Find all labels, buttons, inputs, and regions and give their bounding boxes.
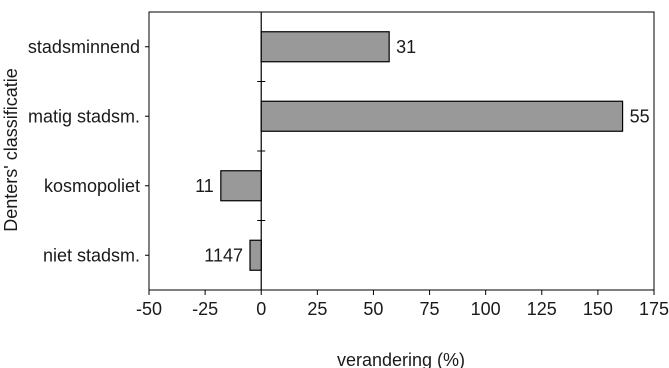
x-axis-title: verandering (%) [337,350,465,368]
x-tick-label: 125 [527,299,557,319]
x-tick-label: 25 [307,299,327,319]
x-axis: -50 -25 0 25 50 75 100 125 150 175 [136,290,669,319]
data-label: 55 [630,106,650,126]
category-label: stadsminnend [28,37,140,57]
x-tick-label: 100 [471,299,501,319]
x-tick-label: 150 [583,299,613,319]
bars-group: 31 55 11 1147 [195,12,650,290]
plot-frame [148,11,655,291]
x-tick-label: 0 [256,299,266,319]
x-tick-label: 75 [420,299,440,319]
data-label: 31 [396,37,416,57]
y-axis: stadsminnend matig stadsm. kosmopoliet niet… [28,37,149,265]
x-tick-label: 50 [363,299,383,319]
data-label: 1147 [204,245,243,265]
bar [260,31,390,63]
data-label: 11 [195,176,214,196]
bar [220,170,262,202]
category-label: niet stadsm. [43,245,140,265]
bar [260,100,624,132]
bar [249,239,262,271]
category-label: matig stadsm. [28,106,140,126]
y-axis-title: Denters' classificatie [1,68,21,232]
category-label: kosmopoliet [44,176,140,196]
x-tick-label: 175 [639,299,669,319]
x-tick-label: -25 [192,299,218,319]
x-tick-label: -50 [136,299,162,319]
